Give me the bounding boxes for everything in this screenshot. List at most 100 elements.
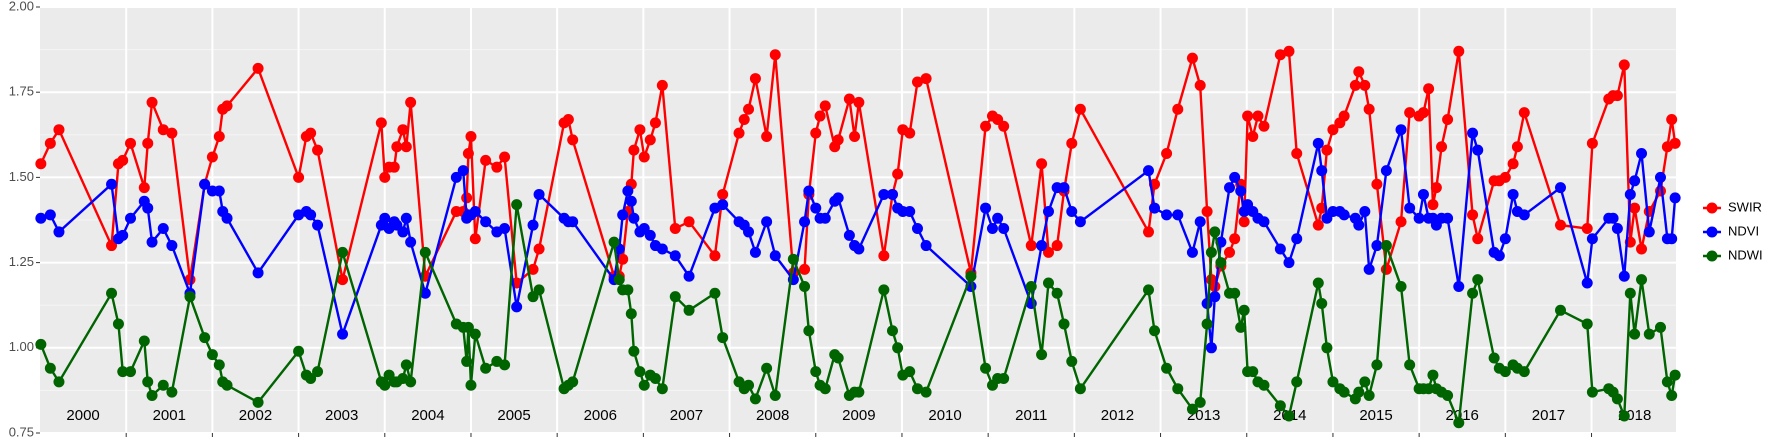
point — [491, 161, 503, 173]
point — [1518, 366, 1530, 378]
point — [638, 379, 650, 391]
point — [628, 212, 640, 224]
y-tick-label: 1.25 — [9, 254, 34, 269]
point — [206, 349, 218, 361]
year-label: 2001 — [153, 407, 186, 424]
point — [761, 362, 773, 374]
point — [1666, 233, 1678, 245]
point — [1669, 137, 1681, 149]
point — [1423, 83, 1435, 95]
point — [527, 263, 539, 275]
point — [1669, 192, 1681, 204]
point — [1453, 417, 1465, 429]
year-label: 2010 — [928, 407, 961, 424]
point — [749, 73, 761, 85]
point — [533, 284, 545, 296]
point — [749, 393, 761, 405]
point — [843, 229, 855, 241]
point — [1042, 246, 1054, 258]
point — [337, 274, 349, 286]
point — [1499, 366, 1511, 378]
point — [375, 117, 387, 129]
point — [669, 250, 681, 262]
point — [1363, 390, 1375, 402]
point — [106, 240, 118, 252]
point — [379, 379, 391, 391]
point — [44, 209, 56, 221]
point — [567, 134, 579, 146]
point — [146, 390, 158, 402]
point — [199, 332, 211, 344]
point — [1413, 212, 1425, 224]
point — [1209, 226, 1221, 238]
point — [1186, 403, 1198, 415]
point — [533, 188, 545, 200]
legend-label: SWIR — [1728, 199, 1762, 214]
point — [469, 328, 481, 340]
point — [388, 161, 400, 173]
point — [743, 379, 755, 391]
point — [405, 236, 417, 248]
point — [1058, 182, 1070, 194]
point — [1235, 321, 1247, 333]
point — [1186, 52, 1198, 64]
point — [221, 100, 233, 112]
point — [450, 171, 462, 183]
point — [469, 205, 481, 217]
point — [608, 236, 620, 248]
point — [878, 284, 890, 296]
point — [980, 202, 992, 214]
point — [125, 212, 137, 224]
y-tick-label: 1.75 — [9, 84, 34, 99]
point — [1643, 328, 1655, 340]
point — [1209, 291, 1221, 303]
point — [462, 148, 474, 160]
point — [1283, 257, 1295, 269]
point — [1161, 209, 1173, 221]
point — [405, 376, 417, 388]
point — [1224, 182, 1236, 194]
point — [1618, 270, 1630, 282]
point — [1194, 396, 1206, 408]
point — [1229, 233, 1241, 245]
point — [480, 216, 492, 228]
point — [379, 212, 391, 224]
point — [1074, 103, 1086, 115]
point — [1472, 233, 1484, 245]
point — [1453, 280, 1465, 292]
point — [480, 154, 492, 166]
point — [904, 127, 916, 139]
point — [683, 216, 695, 228]
point — [803, 185, 815, 197]
point — [1472, 274, 1484, 286]
point — [125, 137, 137, 149]
point — [1247, 131, 1259, 143]
point — [998, 372, 1010, 384]
point — [986, 223, 998, 235]
point — [1194, 79, 1206, 91]
point — [1291, 233, 1303, 245]
point — [644, 229, 656, 241]
point — [206, 151, 218, 163]
point — [1467, 287, 1479, 299]
point — [810, 127, 822, 139]
point — [1025, 280, 1037, 292]
point — [1036, 349, 1048, 361]
point — [911, 223, 923, 235]
point — [1066, 137, 1078, 149]
point — [252, 267, 264, 279]
point — [749, 246, 761, 258]
point — [787, 253, 799, 265]
point — [1172, 209, 1184, 221]
point — [1353, 386, 1365, 398]
point — [305, 209, 317, 221]
point — [312, 144, 324, 156]
point — [465, 131, 477, 143]
y-tick-label: 1.00 — [9, 339, 34, 354]
point — [1042, 205, 1054, 217]
point — [511, 199, 523, 211]
point — [157, 124, 169, 136]
point — [819, 383, 831, 395]
point — [1661, 376, 1673, 388]
point — [146, 236, 158, 248]
